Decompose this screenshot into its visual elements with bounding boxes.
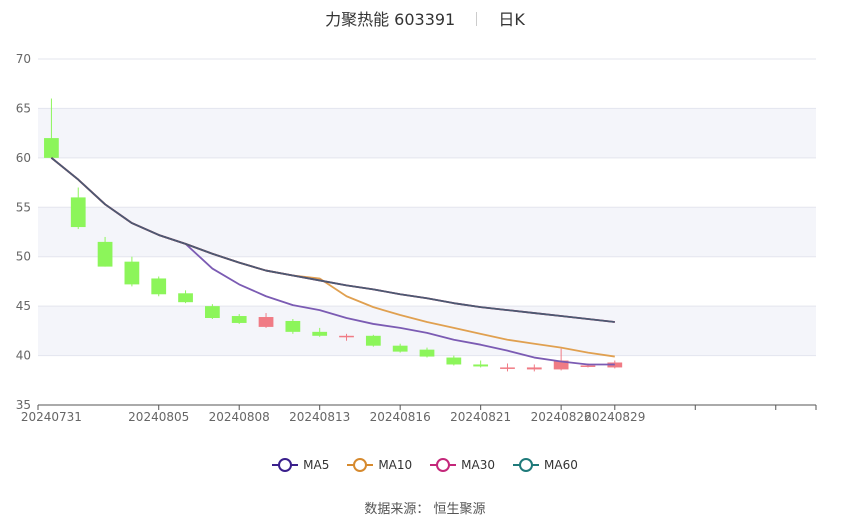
legend-swatch — [430, 458, 457, 472]
y-tick-label: 50 — [16, 250, 31, 264]
candle-body — [205, 306, 220, 319]
candle-body — [500, 367, 515, 369]
legend-item-ma60[interactable]: MA60 — [513, 458, 578, 472]
y-tick-label: 55 — [16, 200, 31, 214]
legend-swatch — [347, 458, 374, 472]
ma-line-ma60 — [50, 157, 615, 323]
candle-body — [258, 317, 274, 327]
x-tick-label: 20240821 — [450, 410, 511, 424]
y-tick-label: 70 — [16, 52, 31, 66]
candle-body — [97, 241, 113, 267]
candle-body — [44, 138, 59, 158]
x-tick-label: 20240826 — [531, 410, 592, 424]
candle-body — [526, 367, 542, 370]
y-tick-label: 65 — [16, 101, 31, 115]
candle-body — [339, 335, 354, 338]
legend-item-ma30[interactable]: MA30 — [430, 458, 495, 472]
candle-body — [392, 345, 408, 352]
grid-band — [38, 108, 816, 158]
title-separator — [476, 12, 478, 26]
legend-swatch — [272, 458, 299, 472]
grid-band — [38, 207, 816, 257]
y-tick-label: 45 — [16, 299, 31, 313]
candle-body — [124, 261, 140, 285]
candle-body — [178, 293, 193, 303]
legend-label: MA10 — [378, 458, 413, 472]
x-tick-label: 20240829 — [584, 410, 645, 424]
candle-body — [580, 365, 596, 367]
candle-body — [151, 278, 167, 295]
candle-body — [312, 331, 328, 336]
y-tick-label: 40 — [16, 349, 31, 363]
chart-title: 力聚热能 603391 — [325, 10, 456, 29]
data-source-note: 数据来源： 恒生聚源 — [364, 502, 486, 517]
chart-subtitle: 日K — [498, 10, 525, 29]
chart-title-bar: 力聚热能 603391 日K — [0, 6, 850, 30]
y-tick-label: 60 — [16, 151, 31, 165]
candle-body — [553, 360, 569, 370]
legend-label: MA30 — [461, 458, 496, 472]
candle-body — [70, 197, 86, 228]
candle-body — [285, 320, 301, 332]
grid-band — [38, 306, 816, 356]
x-tick-label: 20240805 — [128, 410, 189, 424]
candle-body — [231, 316, 247, 323]
x-tick-label: 20240816 — [370, 410, 431, 424]
chart-legend: MA5 MA10 MA30 MA60 — [0, 458, 850, 472]
legend-label: MA5 — [303, 458, 330, 472]
x-tick-label: 20240731 — [21, 410, 82, 424]
x-tick-label: 20240813 — [289, 410, 350, 424]
y-tick-label: 35 — [16, 398, 31, 412]
legend-item-ma5[interactable]: MA5 — [272, 458, 329, 472]
legend-item-ma10[interactable]: MA10 — [347, 458, 412, 472]
x-tick-label: 20240808 — [209, 410, 270, 424]
candle-body — [419, 349, 435, 357]
candle-body — [365, 335, 381, 346]
legend-swatch — [513, 458, 540, 472]
legend-label: MA60 — [544, 458, 578, 472]
candle-body — [446, 357, 462, 365]
candle-body — [473, 364, 489, 367]
